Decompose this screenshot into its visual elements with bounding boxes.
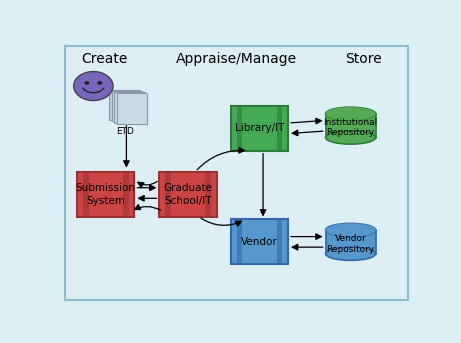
FancyBboxPatch shape [114, 92, 145, 122]
Ellipse shape [325, 247, 376, 260]
FancyBboxPatch shape [112, 91, 142, 121]
Bar [231, 106, 288, 151]
Bar [165, 172, 171, 217]
Bar [236, 106, 242, 151]
Text: Appraise/Manage: Appraise/Manage [176, 52, 297, 66]
Bar [325, 230, 376, 254]
Bar [277, 220, 282, 264]
Bar [277, 106, 282, 151]
Ellipse shape [325, 223, 376, 237]
Text: Vendor
Repository: Vendor Repository [326, 234, 375, 253]
Text: Store: Store [345, 52, 381, 66]
Bar [83, 172, 89, 217]
Bar [236, 220, 242, 264]
Ellipse shape [325, 107, 376, 120]
Text: Library/IT: Library/IT [235, 123, 284, 133]
Circle shape [97, 81, 102, 85]
Bar [205, 172, 211, 217]
Text: Create: Create [81, 52, 127, 66]
FancyBboxPatch shape [109, 90, 140, 120]
Bar [123, 172, 129, 217]
FancyBboxPatch shape [117, 93, 148, 123]
Ellipse shape [325, 223, 376, 237]
Bar [231, 220, 288, 264]
Ellipse shape [325, 107, 376, 120]
Bar [160, 172, 217, 217]
Text: Graduate
School/IT: Graduate School/IT [164, 183, 213, 205]
Bar [77, 172, 135, 217]
Circle shape [74, 72, 113, 100]
Bar [325, 114, 376, 138]
Text: Institutional
Repository: Institutional Repository [324, 118, 378, 138]
Ellipse shape [325, 131, 376, 144]
Text: Submission
System: Submission System [76, 183, 136, 205]
Text: Vendor: Vendor [241, 237, 278, 247]
Text: ETD: ETD [116, 127, 134, 136]
Circle shape [84, 81, 89, 85]
